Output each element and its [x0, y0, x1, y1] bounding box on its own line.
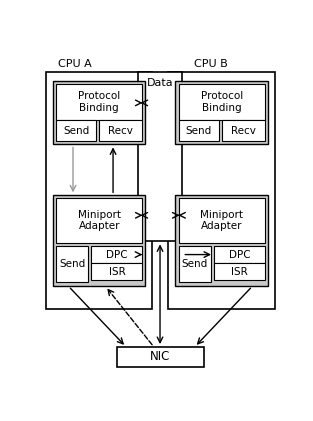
Bar — [214, 246, 265, 263]
Text: NIC: NIC — [150, 350, 171, 363]
Text: Recv: Recv — [108, 125, 133, 136]
Text: Protocol
Binding: Protocol Binding — [78, 91, 120, 113]
Text: Data: Data — [147, 78, 173, 88]
Bar — [91, 246, 142, 263]
Bar — [175, 195, 268, 286]
Bar — [56, 84, 142, 120]
Bar — [56, 246, 88, 282]
Bar — [91, 263, 142, 280]
Bar — [53, 81, 146, 144]
Text: Protocol
Binding: Protocol Binding — [201, 91, 243, 113]
Bar — [117, 347, 204, 367]
Text: Send: Send — [182, 259, 208, 269]
Text: CPU B: CPU B — [194, 59, 228, 69]
Bar — [178, 246, 211, 282]
Text: Miniport
Adapter: Miniport Adapter — [200, 210, 243, 232]
Text: Send: Send — [63, 125, 89, 136]
Bar — [178, 84, 265, 120]
Text: CPU A: CPU A — [59, 59, 92, 69]
Text: DPC: DPC — [228, 250, 250, 260]
Text: ISR: ISR — [231, 266, 248, 277]
Bar — [178, 198, 265, 243]
Text: ISR: ISR — [109, 266, 125, 277]
Bar — [168, 72, 275, 309]
Bar — [175, 81, 268, 144]
Bar — [99, 120, 142, 141]
Text: Send: Send — [59, 259, 85, 269]
Text: Send: Send — [185, 125, 212, 136]
Bar — [138, 72, 182, 242]
Bar — [222, 120, 265, 141]
Bar — [214, 263, 265, 280]
Bar — [178, 120, 218, 141]
Text: Miniport
Adapter: Miniport Adapter — [78, 210, 121, 232]
Bar — [56, 198, 142, 243]
Bar — [53, 195, 146, 286]
Bar — [46, 72, 152, 309]
Text: DPC: DPC — [106, 250, 128, 260]
Bar — [56, 120, 96, 141]
Text: Recv: Recv — [231, 125, 256, 136]
